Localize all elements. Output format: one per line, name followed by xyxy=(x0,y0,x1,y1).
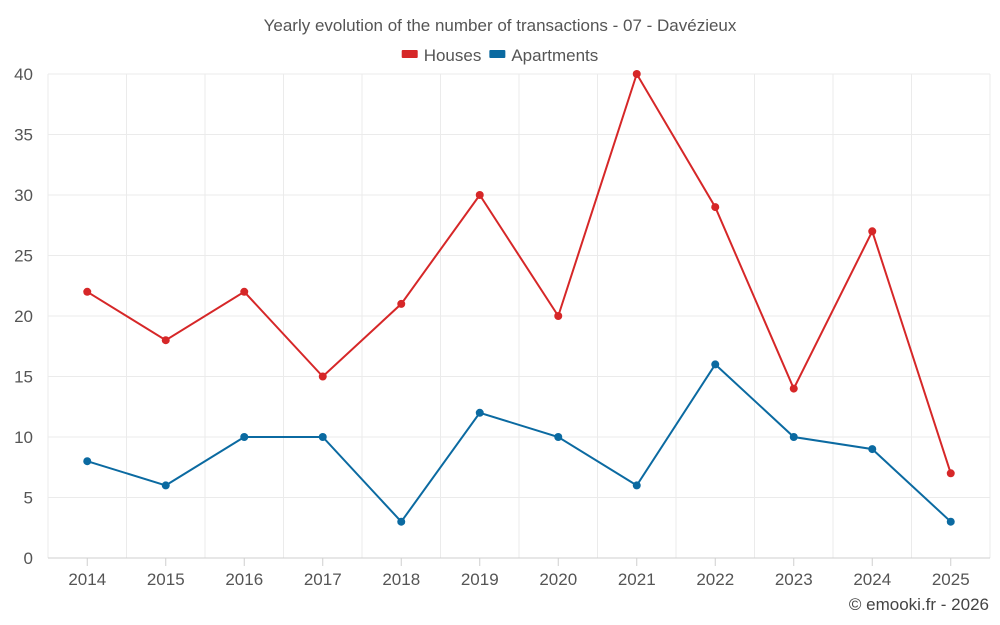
x-tick-label: 2020 xyxy=(539,570,577,589)
data-point-houses xyxy=(711,203,720,212)
y-axis: 0 5 10 15 20 25 30 35 40 xyxy=(14,65,33,568)
x-tick-label: 2016 xyxy=(225,570,263,589)
data-point-apartments xyxy=(161,481,170,490)
data-point-apartments xyxy=(83,457,92,466)
series-line-apartments xyxy=(86,362,952,524)
y-tick-label: 20 xyxy=(14,307,33,326)
chart-title: Yearly evolution of the number of transa… xyxy=(264,16,737,35)
data-point-houses xyxy=(868,227,877,236)
x-tick-label: 2017 xyxy=(304,570,342,589)
data-point-apartments xyxy=(475,408,484,417)
x-tick-label: 2023 xyxy=(775,570,813,589)
credit-text: © emooki.fr - 2026 xyxy=(849,595,989,614)
data-point-houses xyxy=(161,336,170,345)
data-point-houses xyxy=(789,384,798,393)
legend: Houses Apartments xyxy=(401,46,598,65)
legend-label-houses: Houses xyxy=(424,46,482,65)
x-tick-label: 2024 xyxy=(853,570,891,589)
data-point-houses xyxy=(240,287,249,296)
data-point-houses xyxy=(83,287,92,296)
legend-swatch-apartments xyxy=(489,50,506,58)
data-point-houses xyxy=(554,312,563,320)
y-tick-label: 35 xyxy=(14,126,33,145)
data-point-apartments xyxy=(868,445,877,454)
x-tick-label: 2015 xyxy=(147,570,185,589)
data-point-apartments xyxy=(946,517,955,526)
x-tick-label: 2019 xyxy=(461,570,499,589)
y-tick-label: 15 xyxy=(14,368,33,387)
data-point-houses xyxy=(475,191,484,199)
y-tick-label: 10 xyxy=(14,428,33,447)
y-tick-label: 5 xyxy=(24,489,33,508)
data-point-houses xyxy=(632,70,641,78)
x-tick-label: 2021 xyxy=(618,570,656,589)
data-point-apartments xyxy=(789,433,798,441)
data-point-houses xyxy=(946,469,955,478)
x-axis: 2014 2015 2016 2017 2018 2019 2020 2021 2022 2023… xyxy=(48,557,990,589)
data-point-apartments xyxy=(240,433,249,441)
data-point-apartments xyxy=(632,481,641,490)
series-line-houses xyxy=(86,71,952,474)
legend-swatch-houses xyxy=(401,50,418,58)
data-point-apartments xyxy=(711,360,720,369)
x-tick-label: 2014 xyxy=(68,570,106,589)
x-tick-label: 2022 xyxy=(696,570,734,589)
data-point-houses xyxy=(318,372,327,381)
data-point-houses xyxy=(397,299,406,308)
data-point-apartments xyxy=(318,433,327,441)
data-point-apartments xyxy=(397,517,406,526)
gridlines xyxy=(47,73,991,558)
y-tick-label: 30 xyxy=(14,186,33,205)
y-tick-label: 0 xyxy=(24,549,33,568)
x-tick-label: 2025 xyxy=(932,570,970,589)
y-tick-label: 40 xyxy=(14,65,33,84)
x-tick-label: 2018 xyxy=(382,570,420,589)
y-tick-label: 25 xyxy=(14,247,33,266)
data-point-apartments xyxy=(554,433,563,441)
series-layer xyxy=(83,70,955,526)
legend-label-apartments: Apartments xyxy=(511,46,598,65)
